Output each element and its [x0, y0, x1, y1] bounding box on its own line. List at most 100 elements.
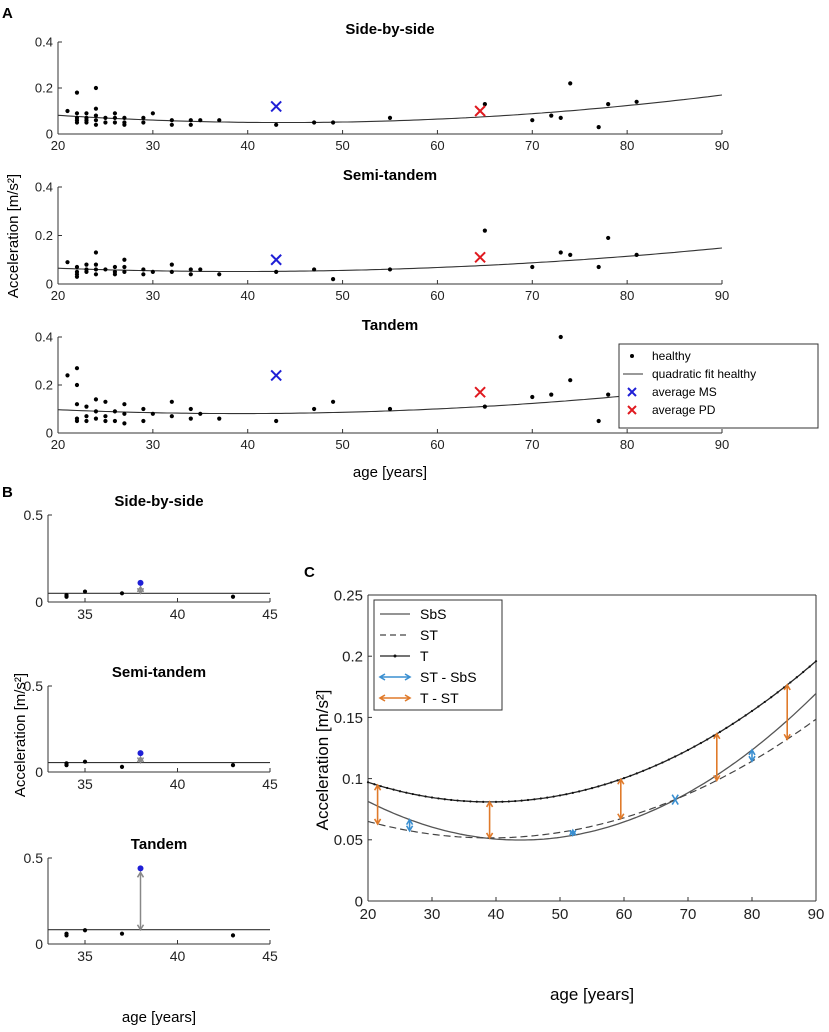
healthy-point [141, 115, 146, 120]
legend-label: ST - SbS [420, 669, 477, 685]
panel-label-a: A [2, 5, 13, 22]
diff-arrow-t-st-head-bottom [485, 832, 494, 840]
legend-symbol-t-dot [393, 654, 397, 658]
healthy-point [64, 933, 69, 938]
healthy-point [93, 416, 99, 421]
healthy-point [103, 267, 108, 272]
series-t-dot [802, 670, 805, 674]
healthy-point [112, 111, 118, 116]
healthy-point [568, 81, 573, 86]
series-t-dot [738, 718, 741, 721]
healthy-point [482, 228, 487, 233]
healthy-point [103, 399, 108, 404]
series-t-dot [533, 798, 536, 801]
healthy-point [93, 118, 99, 123]
legend-symbol-pd [627, 405, 637, 415]
healthy-point [122, 269, 127, 274]
healthy-point [93, 267, 99, 272]
y-tick-label: 0.4 [35, 180, 53, 195]
series-t-dot [578, 790, 581, 793]
y-tick-label: 0.15 [334, 710, 363, 727]
healthy-point [74, 90, 80, 95]
healthy-point [119, 591, 125, 596]
healthy-point [312, 406, 317, 412]
y-tick-label: 0.4 [35, 35, 53, 50]
x-tick-label: 90 [808, 906, 825, 923]
series-t-dot [443, 798, 446, 801]
diff-arrow-t-st-head-top [617, 777, 625, 785]
healthy-point [93, 409, 99, 414]
series-t-dot [795, 676, 798, 679]
healthy-point [169, 414, 174, 419]
healthy-point [112, 409, 118, 414]
healthy-point [74, 111, 80, 116]
legend-symbol-arrowheads [378, 694, 412, 702]
diff-arrow-st-sbs-head-bottom [748, 755, 756, 763]
chart-title: Semi-tandem [112, 664, 206, 681]
healthy-point [103, 418, 108, 424]
y-tick-label: 0 [46, 277, 53, 292]
residual-arrowhead-down [136, 587, 145, 595]
series-t-dot [469, 800, 472, 803]
x-tick-label: 90 [715, 138, 729, 153]
healthy-point [274, 418, 279, 424]
healthy-point [82, 928, 88, 933]
diff-arrow-t-st-head-top [485, 800, 494, 808]
chart-title: Semi-tandem [343, 167, 437, 184]
healthy-point [84, 404, 89, 409]
healthy-point [596, 125, 601, 130]
series-t-dot [622, 777, 626, 780]
healthy-point [65, 260, 70, 265]
series-t-dot [418, 794, 421, 797]
healthy-point [74, 418, 80, 424]
healthy-point [387, 115, 393, 120]
x-tick-label: 30 [146, 138, 160, 153]
y-tick-label: 0 [46, 127, 53, 142]
healthy-point [549, 113, 554, 118]
legend-label: T - ST [420, 690, 459, 706]
healthy-point [558, 250, 563, 255]
x-axis-label: age [years] [550, 985, 634, 1004]
average-ms-marker [270, 100, 282, 113]
series-t-dot [763, 700, 766, 704]
healthy-point [119, 931, 125, 936]
healthy-point [74, 382, 80, 388]
x-tick-label: 60 [430, 138, 444, 153]
healthy-point [141, 120, 146, 125]
chart-title: Tandem [362, 317, 418, 334]
chart-b-side: 35 40 45 0 0.5 Side-by-side [24, 493, 278, 622]
series-t-dot [718, 730, 722, 733]
healthy-point [482, 102, 487, 107]
series-t-dot [674, 755, 677, 758]
series-t-dot [648, 767, 651, 770]
diff-arrow-st-sbs-head-top [748, 748, 756, 756]
series-t-dot [494, 800, 498, 803]
series-t-dot [706, 738, 709, 741]
legend-label: quadratic fit healthy [652, 367, 756, 381]
series-t-dot [680, 752, 683, 755]
series-t-dot [514, 799, 517, 803]
y-tick-label: 0 [46, 426, 53, 441]
healthy-point [65, 373, 70, 378]
series-t-dot [610, 781, 613, 784]
x-tick-label: 35 [77, 776, 93, 792]
y-tick-label: 0.5 [24, 507, 44, 523]
y-tick-label: 0.5 [24, 850, 44, 866]
healthy-point [122, 421, 127, 426]
healthy-point [549, 392, 554, 397]
series-t-dot [757, 705, 760, 708]
healthy-point [274, 269, 279, 274]
x-tick-label: 80 [620, 288, 634, 303]
series-t-dot [482, 800, 485, 803]
charts-layer: 20 30 40 50 60 70 80 90 0 0.2 0.4 Side-by-side 20 30 4… [5, 21, 824, 1026]
healthy-point [198, 267, 203, 272]
diff-arrow-t-st-head-bottom [617, 813, 625, 821]
healthy-point [169, 262, 174, 267]
x-tick-label: 90 [715, 288, 729, 303]
y-tick-label: 0.2 [342, 649, 363, 666]
healthy-point [634, 99, 639, 104]
healthy-point [74, 366, 80, 371]
series-t-dot [597, 785, 600, 788]
series-t-dot [750, 709, 754, 713]
healthy-point [93, 106, 99, 111]
